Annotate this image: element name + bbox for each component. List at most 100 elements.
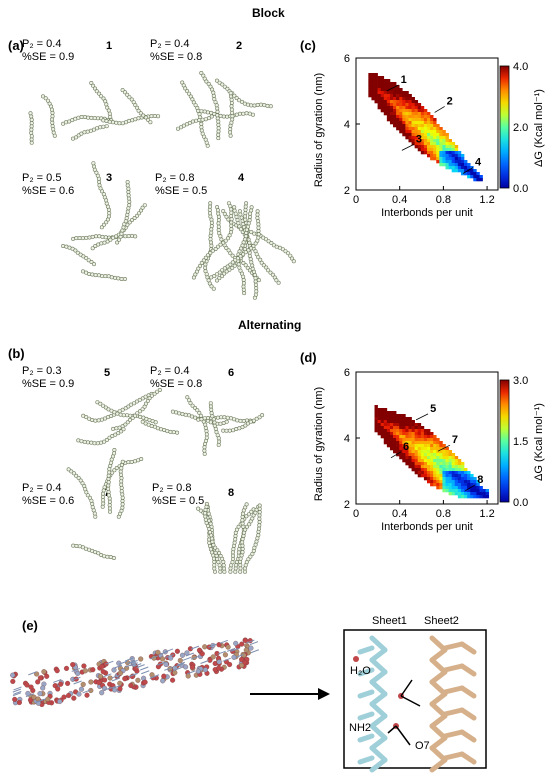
inset-bond-stick (442, 729, 465, 739)
monomer-bead (93, 418, 98, 423)
hm-d-cell (442, 480, 446, 484)
monomer-bead (247, 253, 252, 258)
monomer-bead (240, 546, 245, 551)
monomer-bead (114, 234, 119, 239)
monomer-bead (130, 218, 135, 223)
hm-d-cell (454, 468, 459, 472)
hm-d-cell (460, 468, 465, 472)
hm-d-cell (411, 426, 415, 430)
hm-d-cell (414, 465, 419, 469)
fibril-atom (10, 672, 16, 678)
hm-d-cell (423, 441, 428, 445)
monomer-bead (79, 439, 84, 444)
fibril-bond (112, 685, 121, 689)
hm-c-cell (414, 139, 419, 143)
monomer-bead (74, 135, 79, 140)
heatmap-c-cells (368, 73, 483, 182)
hm-d-cell (411, 462, 415, 466)
hm-d-cell (389, 444, 394, 448)
monomer-bead (229, 207, 234, 212)
hm-c-cell (411, 127, 415, 131)
hm-c-cell (417, 109, 422, 113)
hm-c-cell (411, 136, 415, 140)
hm-c-cell (386, 109, 391, 113)
monomer-bead (231, 556, 236, 561)
hm-c-cell (399, 109, 403, 113)
hm-c-cell (405, 136, 409, 140)
monomer-bead (216, 136, 221, 141)
o7-label: O7 (415, 740, 430, 752)
hm-d-cell (460, 480, 465, 484)
monomer-bead (138, 409, 143, 414)
inset-bond-stick (429, 691, 448, 707)
hm-c-cell (380, 97, 385, 101)
hm-d-cell (408, 417, 412, 421)
monomer-bead (204, 520, 209, 525)
hm-d-cell (386, 438, 391, 442)
hm-d-cell (393, 438, 397, 442)
hm-c-cell (445, 142, 449, 146)
hm-c-cell (445, 166, 449, 170)
hm-c-cell (433, 151, 437, 155)
monomer-bead (218, 421, 223, 426)
monomer-bead (29, 117, 34, 122)
hm-d-cell (405, 462, 409, 466)
hm-d-cell (470, 480, 474, 484)
hm-d-cell (408, 459, 412, 463)
hm-d-cell (405, 432, 409, 436)
hm-d-cell (436, 450, 440, 454)
monomer-bead (106, 473, 111, 478)
hm-c-cell (374, 76, 378, 80)
fibril-atom (227, 661, 233, 668)
hm-d-cell (402, 456, 406, 460)
monomer-bead (127, 118, 132, 123)
arrow-head-icon (318, 688, 330, 700)
monomer-bead (92, 511, 97, 516)
monomer-bead (203, 511, 208, 516)
panel-label-c: (c) (300, 38, 316, 53)
monomer-bead (71, 543, 76, 548)
monomer-bead (119, 508, 124, 513)
monomer-bead (253, 282, 258, 287)
hm-c-xtick-label: 0 (353, 194, 359, 206)
fibril-atom (40, 685, 46, 691)
hm-d-cell (448, 483, 452, 487)
monomer-bead (220, 82, 225, 87)
hm-d-cell (467, 477, 471, 481)
monomer-bead (49, 117, 54, 122)
monomer-bead (118, 472, 123, 477)
hm-d-cell (389, 429, 394, 433)
monomer-bead (255, 238, 260, 243)
monomer-bead (229, 107, 234, 112)
hm-d-cell (374, 405, 378, 409)
hm-c-cell (374, 73, 378, 77)
hm-c-cell (414, 106, 419, 110)
hm-c-cell (414, 121, 419, 125)
hm-c-ytick-label: 2 (344, 185, 350, 197)
hm-d-cell (374, 420, 378, 424)
monomer-bead (240, 518, 245, 523)
hm-c-cell (411, 100, 415, 104)
monomer-bead (268, 104, 273, 109)
hm-c-cell (389, 100, 394, 104)
hm-d-cell (423, 456, 428, 460)
hm-d-cell (414, 444, 419, 448)
monomer-bead (193, 405, 198, 410)
hm-d-cell (405, 417, 409, 421)
monomer-bead (86, 440, 91, 445)
hm-d-cell (383, 432, 388, 436)
conformer-2-number: 2 (236, 40, 243, 52)
hm-c-cell (411, 121, 415, 125)
hm-d-cell (386, 441, 391, 445)
monomer-bead (115, 240, 120, 245)
hm-d-cell (467, 480, 471, 484)
hm-c-cell (383, 79, 388, 83)
hm-d-cell (436, 474, 440, 478)
fibril-atom (97, 673, 103, 679)
monomer-bead (286, 251, 291, 256)
monomer-bead (124, 216, 129, 221)
hm-c-cell (393, 106, 397, 110)
hm-d-cell (439, 462, 443, 466)
hm-d-cell (427, 450, 431, 454)
hm-d-cell (402, 432, 406, 436)
